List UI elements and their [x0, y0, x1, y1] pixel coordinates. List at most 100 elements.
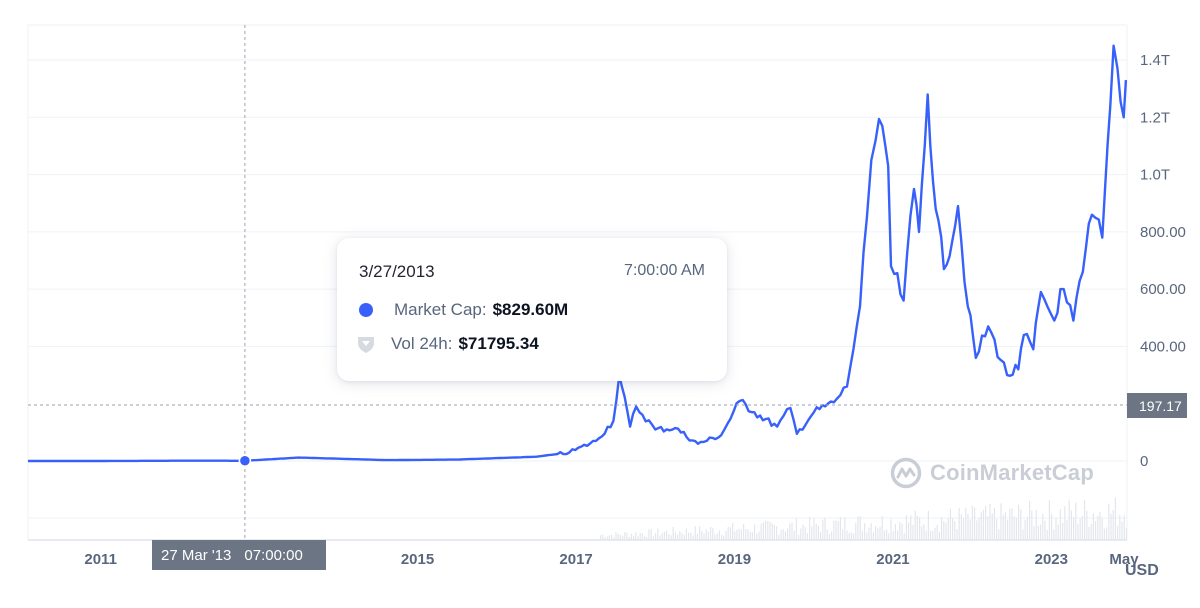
volume-bar — [604, 537, 606, 540]
volume-bar — [712, 528, 714, 540]
x-tick-label: May — [1109, 551, 1139, 568]
volume-bar — [934, 527, 936, 540]
volume-bar — [985, 506, 987, 540]
volume-bar — [615, 531, 617, 540]
volume-bar — [661, 533, 663, 540]
volume-bar — [1099, 512, 1101, 540]
volume-bar — [791, 522, 793, 540]
volume-bar — [701, 530, 703, 540]
volume-bar — [745, 529, 747, 540]
volume-bar — [813, 518, 815, 540]
market-cap-value: $829.60M — [492, 300, 569, 319]
series-line-group — [28, 44, 1128, 463]
volume-bar — [831, 531, 833, 540]
volume-bar — [692, 535, 694, 540]
volume-bar — [842, 529, 844, 540]
volume-bar — [1090, 524, 1092, 540]
volume-bar — [740, 529, 742, 540]
volume-bar — [690, 532, 692, 540]
volume-bar — [954, 521, 956, 540]
volume-bar — [952, 518, 954, 540]
volume-bar — [844, 517, 846, 540]
volume-bar — [749, 531, 751, 540]
volume-bar — [1059, 509, 1061, 540]
volume-bar — [725, 530, 727, 540]
volume-bar — [958, 508, 960, 540]
volume-bar — [630, 533, 632, 540]
volume-bar — [855, 522, 857, 540]
chart-tooltip: 3/27/2013 7:00:00 AM Market Cap: $829.60… — [337, 238, 727, 381]
volume-bar — [967, 513, 969, 540]
volume-bar — [982, 509, 984, 540]
axes: 1.4T 1.2T 1.0T 800.00 600.00 400.00 0 2011 2015 2… — [84, 52, 1186, 568]
volume-bar — [987, 516, 989, 540]
volume-bar — [655, 533, 657, 540]
volume-bar — [839, 517, 841, 540]
volume-value: $71795.34 — [458, 334, 539, 353]
coinmarketcap-logo-icon — [890, 457, 922, 489]
market-cap-line — [28, 44, 1128, 463]
volume-bar — [802, 524, 804, 540]
volume-bar — [1053, 529, 1055, 540]
volume-bar — [826, 529, 828, 540]
volume-bar — [688, 532, 690, 540]
volume-bars — [600, 497, 1127, 540]
volume-bar — [881, 516, 883, 540]
volume-bar — [1064, 506, 1066, 540]
volume-bar — [817, 525, 819, 540]
volume-bar — [894, 524, 896, 540]
volume-bar — [780, 529, 782, 540]
volume-bar — [1112, 510, 1114, 540]
volume-bar — [1123, 515, 1125, 540]
volume-bar — [1108, 503, 1110, 540]
volume-bar — [1079, 518, 1081, 540]
volume-bar — [718, 530, 720, 540]
volume-bar — [963, 518, 965, 540]
volume-bar — [681, 533, 683, 540]
volume-bar — [859, 516, 861, 540]
x-tick-label: 2015 — [401, 551, 434, 568]
volume-bar — [677, 534, 679, 540]
volume-bar — [694, 526, 696, 540]
volume-bar — [837, 521, 839, 540]
volume-bar — [606, 536, 608, 540]
volume-bar — [877, 528, 879, 540]
volume-shield-icon — [358, 337, 374, 353]
volume-bar — [1051, 514, 1053, 540]
volume-bar — [1114, 497, 1116, 540]
crosshair-price-label: 197.17 — [1127, 393, 1187, 418]
volume-bar — [732, 523, 734, 540]
crosshair-date-label: 27 Mar '13 07:00:00 — [152, 540, 326, 570]
volume-bar — [1070, 510, 1072, 540]
volume-bar — [696, 533, 698, 540]
volume-bar — [789, 523, 791, 540]
volume-bar — [619, 534, 621, 540]
volume-bar — [1095, 521, 1097, 540]
volume-bar — [608, 535, 610, 540]
volume-bar — [919, 517, 921, 540]
volume-bar — [641, 533, 643, 540]
volume-bar — [1013, 516, 1015, 540]
volume-bar — [714, 534, 716, 540]
volume-bar — [1020, 509, 1022, 540]
volume-bar — [646, 537, 648, 540]
volume-bar — [996, 518, 998, 540]
volume-bar — [723, 535, 725, 540]
volume-bar — [727, 527, 729, 540]
volume-bar — [672, 527, 674, 540]
volume-bar — [1046, 529, 1048, 540]
volume-bar — [758, 531, 760, 540]
volume-bar — [912, 524, 914, 540]
volume-bar — [908, 522, 910, 540]
volume-bar — [734, 531, 736, 540]
volume-bar — [945, 522, 947, 540]
volume-bar — [1055, 518, 1057, 540]
volume-bar — [674, 532, 676, 540]
volume-bar — [670, 535, 672, 540]
volume-bar — [1119, 514, 1121, 540]
volume-bar — [947, 518, 949, 540]
volume-bar — [1037, 525, 1039, 540]
volume-bar — [991, 513, 993, 540]
volume-bar — [1029, 500, 1031, 540]
